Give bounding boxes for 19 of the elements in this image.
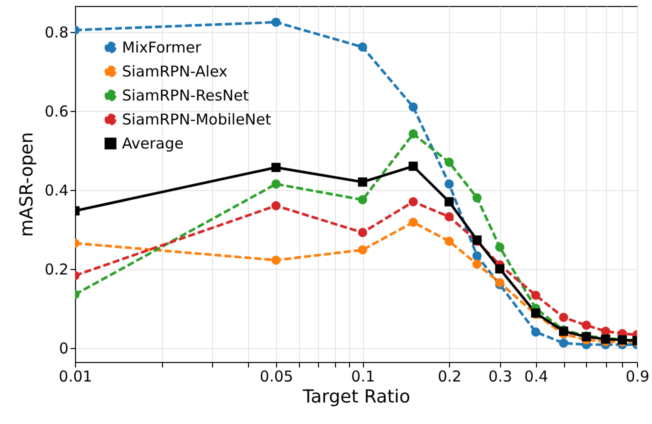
x-tick-label: 0.1 [351,368,376,386]
legend-label: SiamRPN-Alex [122,62,228,80]
y-tick-label: 0.6 [44,102,68,120]
y-tick-label: 0 [58,339,68,358]
y-tick-label: 0.4 [44,181,68,200]
legend-label: MixFormer [122,38,202,56]
x-tick-label: 0.3 [488,368,512,386]
y-tick-label: 0.8 [44,24,68,42]
x-tick-label: 0.4 [524,368,548,386]
x-tick-label: 0.05 [260,368,294,386]
legend-label: SiamRPN-MobileNet [122,110,272,128]
y-axis-title: mASR-open [16,132,38,237]
x-tick-label: 0.2 [438,368,462,386]
legend-label: SiamRPN-ResNet [122,86,249,104]
y-tick-label: 0.2 [44,260,68,278]
x-axis-title: Target Ratio [302,386,410,408]
legend-label: Average [122,134,184,152]
x-tick-label: 0.01 [58,368,92,386]
x-tick-label: 0.9 [626,368,650,386]
